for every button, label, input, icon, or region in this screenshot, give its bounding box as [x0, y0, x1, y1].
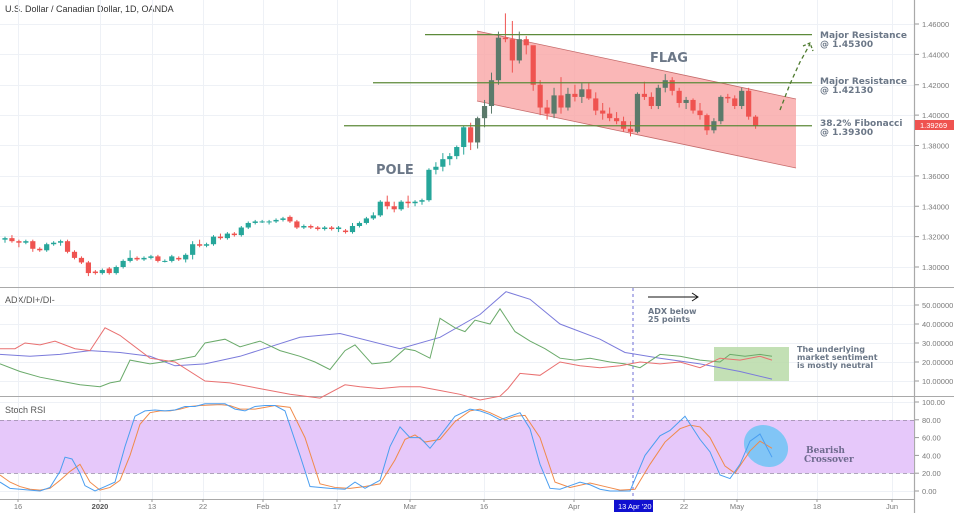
resistance-1-label: Major Resistance: [820, 31, 907, 41]
svg-text:16: 16: [480, 502, 488, 511]
fibonacci-value: @ 1.39300: [820, 128, 873, 138]
pole-label: POLE: [376, 163, 414, 178]
flag-upper-line: [476, 30, 797, 100]
adx-arrow-head: [691, 292, 699, 302]
svg-text:18: 18: [813, 502, 821, 511]
svg-text:22: 22: [680, 502, 688, 511]
svg-text:1.38000: 1.38000: [922, 142, 949, 151]
flag-label: FLAG: [650, 51, 688, 66]
svg-text:1.34000: 1.34000: [922, 202, 949, 211]
svg-text:40.00: 40.00: [922, 451, 941, 460]
adx-note-line1: ADX below: [648, 307, 697, 316]
svg-text:1.42000: 1.42000: [922, 81, 949, 90]
svg-text:50.00000: 50.00000: [922, 301, 953, 310]
resistance-1-value: @ 1.45300: [820, 40, 873, 50]
stoch-series: [0, 403, 773, 492]
svg-text:Feb: Feb: [257, 502, 270, 511]
svg-text:1.44000: 1.44000: [922, 50, 949, 59]
candlestick-series: [2, 13, 759, 277]
crosshair-date-label: 13 Apr '20: [618, 502, 652, 511]
adx-pane-label: ADX/DI+/DI-: [5, 295, 55, 305]
crossover-note-line1: Bearish: [806, 446, 845, 456]
svg-text:22: 22: [199, 502, 207, 511]
svg-text:17: 17: [333, 502, 341, 511]
svg-text:May: May: [730, 502, 744, 511]
svg-text:20.00: 20.00: [922, 469, 941, 478]
stoch-axis[interactable]: 100.00 80.00 60.00 40.00 20.00 0.00: [915, 398, 945, 496]
svg-text:0.00: 0.00: [922, 487, 937, 496]
adx-note-line2: 25 points: [648, 315, 690, 324]
svg-text:2020: 2020: [92, 502, 109, 511]
neutral-note-line3: is mostly neutral: [797, 361, 873, 370]
svg-text:1.36000: 1.36000: [922, 172, 949, 181]
svg-text:Apr: Apr: [568, 502, 580, 511]
svg-text:1.40000: 1.40000: [922, 111, 949, 120]
svg-text:40.00000: 40.00000: [922, 320, 953, 329]
resistance-2-label: Major Resistance: [820, 77, 907, 87]
neutral-note-line1: The underlying: [797, 345, 865, 354]
svg-text:10.00000: 10.00000: [922, 377, 953, 386]
resistance-2-value: @ 1.42130: [820, 86, 873, 96]
svg-text:20.00000: 20.00000: [922, 358, 953, 367]
svg-text:60.00: 60.00: [922, 434, 941, 443]
adx-axis[interactable]: 50.00000 40.00000 30.00000 20.00000 10.00000: [915, 301, 953, 386]
last-price-tag: [915, 120, 954, 130]
horizontal-levels: [344, 33, 812, 127]
chart-title: U.S. Dollar / Canadian Dollar, 1D, OANDA: [5, 4, 174, 14]
svg-text:80.00: 80.00: [922, 416, 941, 425]
svg-text:1.30000: 1.30000: [922, 263, 949, 272]
last-price-value: 1.39269: [920, 121, 947, 130]
crossover-note-line2: Crossover: [804, 455, 854, 465]
svg-text:1.46000: 1.46000: [922, 20, 949, 29]
stoch-pane-label: Stoch RSI: [5, 405, 46, 415]
svg-text:13: 13: [148, 502, 156, 511]
crosshair-date-tag: [614, 500, 653, 512]
adx-series: [0, 291, 773, 401]
neutral-sentiment-box: [714, 347, 789, 381]
svg-text:Jun: Jun: [886, 502, 898, 511]
svg-text:30.00000: 30.00000: [922, 339, 953, 348]
projection-arrow-head: [802, 42, 814, 52]
flag-lower-line: [476, 100, 797, 169]
neutral-note-line2: market sentiment: [797, 353, 878, 362]
svg-text:Mar: Mar: [404, 502, 417, 511]
time-axis[interactable]: 16 2020 13 22 Feb 17 Mar 16 Apr 22 May 18 Jun: [14, 499, 898, 511]
svg-text:1.32000: 1.32000: [922, 233, 949, 242]
fibonacci-label: 38.2% Fibonacci: [820, 119, 902, 129]
price-axis[interactable]: 1.46000 1.44000 1.42000 1.40000 1.38000 1.360…: [915, 20, 949, 272]
svg-text:16: 16: [14, 502, 22, 511]
svg-text:100.00: 100.00: [922, 398, 945, 407]
